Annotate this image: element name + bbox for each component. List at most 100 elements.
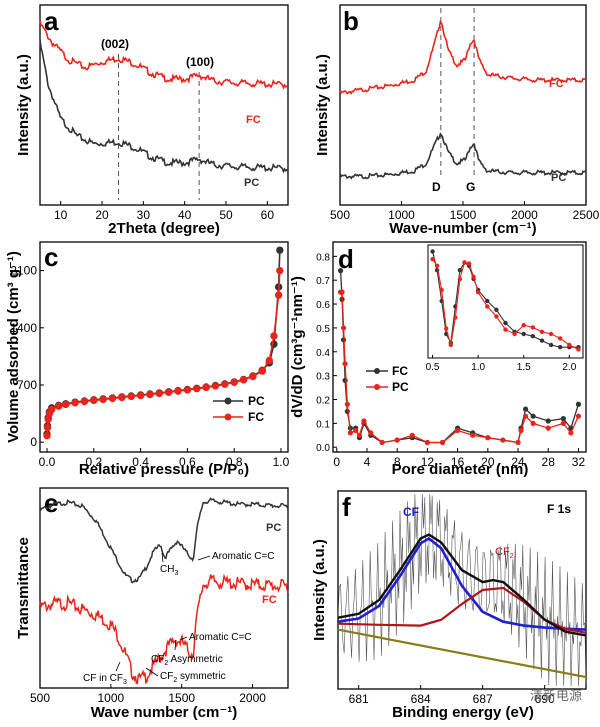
panel-d-inset-point-pc [462, 260, 467, 265]
panel-d-ytick-label: 0.5 [316, 324, 330, 335]
panel-d-point-pc [518, 427, 524, 434]
panel-c-point-fc [118, 393, 126, 402]
panel-c-point-fc [108, 394, 117, 403]
panel-b-series-fc [339, 19, 587, 95]
panel-a-plot [39, 20, 289, 200]
panel-f-title: F 1s [547, 502, 571, 516]
panel-d-xtick-label: 32 [572, 455, 586, 469]
panel-d-point-pc [344, 401, 350, 407]
panel-d-point-pc [394, 437, 400, 443]
panel-c-legend: PC FC [213, 394, 265, 424]
panel-c-point-fc [239, 376, 248, 384]
panel-a-xtick-label: 60 [261, 208, 275, 222]
panel-b-xtick-label: 1000 [388, 208, 415, 222]
panel-d-inset-point-pc [453, 315, 458, 320]
panel-e-xtick-label: 500 [30, 691, 50, 705]
panel-d-point-pc [522, 413, 529, 419]
panel-e-xtick-label: 1500 [168, 691, 195, 705]
panel-a-pc-label: PC [244, 177, 259, 189]
panel-c-ytick-label: 700 [17, 378, 37, 392]
panel-a-xtick-label: 30 [137, 208, 151, 222]
panel-d-inset-point-fc [430, 249, 435, 254]
panel-c-point-fc [274, 291, 283, 299]
panel-f-series-envelope [337, 533, 587, 637]
panel-c-xtick-label: 0.8 [226, 455, 243, 469]
panel-d-point-fc [545, 418, 551, 424]
panel-c-point-fc [55, 402, 63, 410]
panel-b-xtick-label: 1500 [450, 208, 477, 222]
panel-c-series-pc [46, 250, 281, 435]
panel-d-x-title: Pore diameter (nm) [392, 461, 529, 478]
panel-c-point-fc [270, 332, 278, 340]
panel-b-y-title: Intensity (a.u.) [314, 54, 331, 156]
panel-e-series-pc [39, 497, 289, 584]
panel-b-fc-label: FC [549, 78, 564, 90]
panel-c-xtick-label: 1.0 [273, 455, 290, 469]
panel-c-point-fc [276, 266, 284, 275]
panel-d-point-pc [439, 439, 446, 446]
panel-d-inset-point-pc [494, 314, 499, 319]
panel-d-inset-point-fc [457, 268, 463, 273]
panel-c-ticks: 0.0 0.2 0.4 0.6 0.8 1.0 0 700 1400 2100 [10, 264, 289, 469]
panel-c-point-fc [43, 423, 52, 432]
panel-b-xtick-label: 500 [330, 208, 350, 222]
panel-d-xtick-label: 4 [364, 455, 371, 469]
panel-c-point-fc [193, 384, 201, 393]
panel-d-legend-pc-marker [374, 384, 380, 390]
panel-d-inset-point-pc [475, 290, 481, 295]
panel-c-point-fc [80, 397, 89, 406]
panel-b-xtick-label: 2000 [511, 208, 538, 222]
panel-d-point-pc [560, 420, 566, 426]
panel-d-ytick-label: 0.2 [316, 396, 330, 407]
panel-d-point-pc [379, 439, 385, 446]
panel-c-point-fc [265, 356, 273, 365]
panel-f-xtick-label: 690 [535, 692, 555, 706]
panel-d-inset-point-pc [444, 326, 449, 331]
panel-d-inset: 0.5 1.0 1.5 2.0 [426, 249, 581, 373]
panel-d-inset-point-pc [503, 327, 508, 332]
panel-c: c 0.0 0.2 0.4 0.6 0.8 1.0 0 700 1400 2100 Relativ… [5, 241, 290, 478]
panel-f-cf-label: CF [403, 505, 419, 519]
panel-c-xtick-label: 0.2 [85, 455, 102, 469]
panel-d-inset-point-fc [530, 334, 536, 339]
panel-c-point-fc [127, 392, 135, 401]
watermark: 清新电源 [530, 688, 582, 703]
panel-d-xtick-label: 24 [511, 455, 525, 469]
panel-c-point-fc [202, 383, 210, 392]
panel-d-ytick-label: 0.1 [316, 419, 330, 430]
panel-d-ytick-label: 0.6 [316, 300, 330, 311]
panel-c-legend-pc-marker [224, 397, 232, 405]
panel-d-point-fc [337, 268, 344, 274]
panel-e-letter: e [44, 488, 58, 518]
panel-d-point-fc [522, 406, 529, 412]
panel-e-x-ticks: 500 1000 1500 2000 [30, 684, 266, 705]
panel-b-x-title: Wave-number (cm⁻¹) [389, 220, 536, 237]
panel-c-point-pc [276, 246, 284, 254]
panel-d-inset-point-pc [430, 257, 435, 262]
panel-c-point-fc [47, 405, 56, 414]
panel-d-point-pc [470, 432, 476, 438]
panel-d-xtick-label: 8 [394, 455, 401, 469]
panel-b-g-label: G [466, 180, 475, 194]
panel-e-cf-in-cf3: CF in CF3 [83, 673, 127, 686]
panel-d-xtick-label: 0 [333, 455, 340, 469]
panel-f-series-cf [337, 536, 587, 631]
panel-d-legend-fc-marker [374, 368, 380, 374]
panel-b-series-pc [339, 132, 587, 180]
panel-c-point-fc [99, 395, 107, 404]
panel-f-cf2-label: CF2 [495, 546, 514, 560]
panel-b: b 500 1000 1500 2000 2500 Wave-number (cm⁻¹)… [314, 4, 600, 237]
panel-d-point-pc [500, 437, 506, 443]
panel-a: a 10 20 30 40 50 60 2Theta (degree) Intensity… [15, 4, 289, 237]
panel-d-point-fc [575, 401, 582, 407]
panel-d-inset-xtick-label: 0.5 [426, 362, 440, 373]
panel-c-point-fc [183, 386, 192, 394]
panel-d: d 0 4 8 12 16 20 24 28 32 0.0 0.1 0.2 0.3 0.4 0.5 0.6 0.… [289, 241, 587, 478]
panel-e-aromatic-fc-arrow [179, 636, 188, 641]
panel-d-ytick-label: 0.4 [316, 348, 330, 359]
panel-c-letter: c [44, 242, 58, 272]
panel-c-point-fc [71, 399, 79, 407]
panel-b-x-ticks: 500 1000 1500 2000 2500 [330, 201, 600, 222]
panel-a-xtick-label: 20 [95, 208, 109, 222]
panel-c-point-fc [258, 367, 266, 375]
